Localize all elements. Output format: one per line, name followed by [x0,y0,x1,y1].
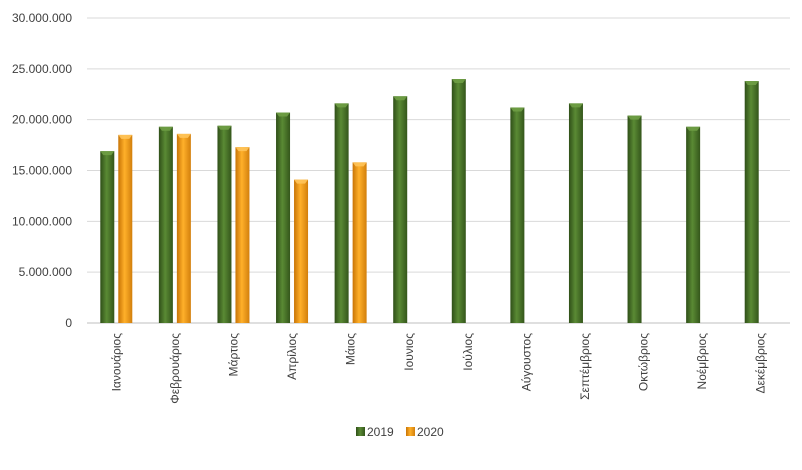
bar-cap-2019-8 [568,103,583,108]
bar-2019-11 [744,81,759,324]
y-tick-label: 10.000.000 [12,214,72,228]
y-tick-label: 25.000.000 [12,62,72,76]
bar-cap-2019-4 [334,103,349,108]
bar-2019-1 [158,126,173,324]
y-tick-label: 30.000.000 [12,11,72,25]
x-tick-label: Απρίλιος [285,333,299,380]
x-tick-label: Δεκέμβριος [754,333,768,394]
legend: 2019 2020 [356,425,444,439]
legend-swatch-2020 [406,427,415,436]
bar-cap-2020-3 [294,179,309,184]
bar-cap-2019-9 [627,115,642,120]
x-tick-label: Ιουνιος [402,333,416,371]
bar-2019-3 [276,112,291,323]
y-tick-label: 0 [65,316,72,330]
bar-cap-2019-1 [158,126,173,131]
bar-2019-8 [568,103,583,324]
legend-label: 2019 [367,425,394,439]
x-tick-label: Οκτώβριος [637,333,651,391]
x-axis: Ιανουάριος Φεβρουάριος Μάρτιος Απρίλιος Μάιο… [109,333,767,404]
bar-2020-2 [235,147,250,323]
bar-2019-4 [334,103,349,324]
bar-cap-2019-7 [510,107,525,112]
bar-cap-2019-10 [686,126,701,131]
bar-cap-2019-0 [100,151,115,156]
bar-2019-5 [393,96,408,324]
bar-cap-2020-2 [235,147,250,152]
bar-2020-4 [352,162,367,323]
bar-2019-6 [451,79,466,323]
x-tick-label: Σεπτέμβριος [578,333,592,400]
bar-2020-1 [176,133,191,323]
bar-2019-9 [627,115,642,323]
bar-cap-2019-6 [451,79,466,83]
bar-cap-2020-1 [176,133,191,138]
bar-2020-0 [118,134,133,323]
bar-cap-2019-2 [217,125,232,130]
bar-cap-2020-4 [352,162,367,167]
y-tick-label: 5.000.000 [19,265,73,279]
x-tick-label: Φεβρουάριος [168,333,182,404]
x-tick-label: Μάρτιος [226,333,240,377]
bar-2020-3 [294,179,309,323]
bar-cap-2020-0 [118,134,133,139]
bars [100,79,759,324]
bar-cap-2019-5 [393,96,408,101]
x-tick-label: Ιούλιος [461,333,475,371]
bar-2019-7 [510,107,525,323]
x-tick-label: Αύγουστος [519,333,533,391]
legend-label: 2020 [417,425,444,439]
y-tick-label: 15.000.000 [12,164,72,178]
x-tick-label: Νοέμβριος [695,333,709,390]
bar-cap-2019-3 [276,112,291,117]
y-axis: 0 5.000.000 10.000.000 15.000.000 20.000.000… [12,11,72,330]
legend-swatch-2019 [356,427,365,436]
bar-2019-10 [686,126,701,324]
y-tick-label: 20.000.000 [12,113,72,127]
bar-cap-2019-11 [744,81,759,86]
x-tick-label: Ιανουάριος [109,333,123,392]
bar-2019-2 [217,125,232,324]
gridlines [87,17,790,324]
x-tick-label: Μάιος [344,333,358,365]
bar-2019-0 [100,151,115,323]
